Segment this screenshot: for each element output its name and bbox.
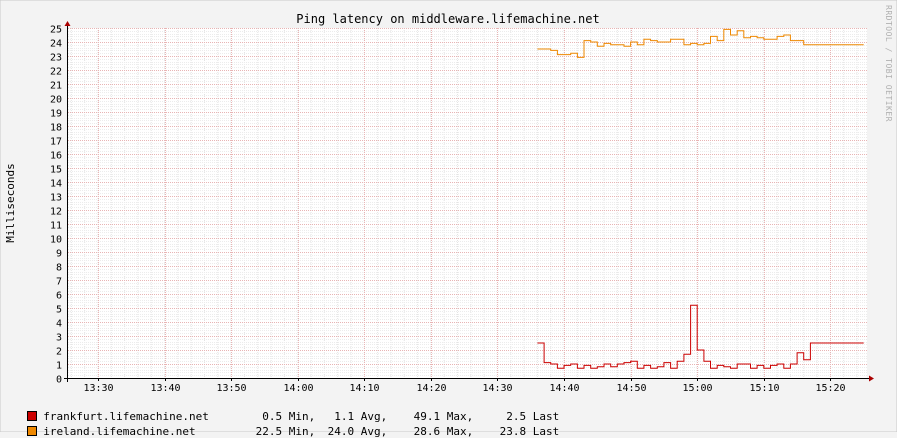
x-tick-label: 13:40 bbox=[150, 383, 180, 394]
y-tick-label: 1 bbox=[56, 361, 62, 372]
legend-swatch-frankfurt bbox=[27, 411, 38, 421]
x-tick-label: 14:20 bbox=[416, 383, 446, 394]
legend-swatch-ireland bbox=[27, 426, 38, 436]
tick-labels: 0123456789101112131415161718192021222324… bbox=[50, 25, 846, 395]
y-tick-label: 8 bbox=[56, 263, 62, 274]
y-tick-label: 13 bbox=[50, 193, 62, 204]
legend-max-frankfurt: 49.1 Max, bbox=[413, 410, 474, 423]
y-axis-label: Milliseconds bbox=[4, 163, 17, 242]
grid-lines bbox=[68, 28, 867, 379]
legend-label-frankfurt: frankfurt.lifemachine.net bbox=[43, 410, 209, 423]
y-tick-label: 18 bbox=[50, 123, 62, 134]
legend-row-frankfurt: frankfurt.lifemachine.net 0.5 Min, 1.1 Avg… bbox=[14, 397, 559, 423]
chart-title: Ping latency on middleware.lifemachine.n… bbox=[296, 12, 599, 26]
legend-min-frankfurt: 0.5 Min, bbox=[262, 410, 316, 423]
y-tick-label: 10 bbox=[50, 235, 62, 246]
y-tick-label: 15 bbox=[50, 165, 62, 176]
y-tick-label: 20 bbox=[50, 95, 62, 106]
legend-last-frankfurt: 2.5 Last bbox=[506, 410, 560, 423]
y-tick-label: 9 bbox=[56, 249, 62, 260]
x-tick-label: 14:00 bbox=[283, 383, 313, 394]
x-tick-label: 13:30 bbox=[83, 383, 113, 394]
y-tick-label: 11 bbox=[50, 221, 62, 232]
series-line-0 bbox=[537, 304, 864, 369]
x-tick-label: 14:40 bbox=[549, 383, 579, 394]
y-tick-label: 16 bbox=[50, 151, 62, 162]
y-tick-label: 4 bbox=[56, 319, 62, 330]
x-tick-label: 15:00 bbox=[682, 383, 712, 394]
y-tick-label: 21 bbox=[50, 81, 62, 92]
x-axis-arrow bbox=[869, 375, 874, 382]
y-tick-label: 14 bbox=[50, 179, 62, 190]
legend-avg-frankfurt: 1.1 Avg, bbox=[334, 410, 388, 423]
plot-area bbox=[68, 28, 867, 378]
x-tick-label: 15:20 bbox=[815, 383, 845, 394]
legend-row-ireland: ireland.lifemachine.net 22.5 Min, 24.0 Avg… bbox=[14, 412, 559, 438]
y-tick-label: 19 bbox=[50, 109, 62, 120]
y-tick-label: 22 bbox=[50, 67, 62, 78]
y-tick-label: 23 bbox=[50, 53, 62, 64]
y-tick-label: 17 bbox=[50, 137, 62, 148]
y-tick-label: 3 bbox=[56, 333, 62, 344]
watermark: RRDTOOL / TOBI OETIKER bbox=[884, 5, 893, 122]
y-tick-label: 25 bbox=[50, 25, 62, 36]
y-tick-label: 6 bbox=[56, 291, 62, 302]
axes bbox=[64, 21, 874, 382]
x-tick-label: 14:10 bbox=[349, 383, 379, 394]
x-tick-label: 14:50 bbox=[616, 383, 646, 394]
y-tick-label: 5 bbox=[56, 305, 62, 316]
y-axis-arrow bbox=[64, 21, 71, 26]
x-tick-label: 13:50 bbox=[216, 383, 246, 394]
series-line-1 bbox=[537, 28, 864, 58]
x-tick-label: 15:10 bbox=[749, 383, 779, 394]
y-tick-label: 24 bbox=[50, 39, 62, 50]
y-tick-label: 7 bbox=[56, 277, 62, 288]
y-tick-label: 12 bbox=[50, 207, 62, 218]
series-layer bbox=[537, 28, 864, 369]
x-tick-label: 14:30 bbox=[482, 383, 512, 394]
y-tick-label: 2 bbox=[56, 347, 62, 358]
y-tick-label: 0 bbox=[56, 375, 62, 386]
